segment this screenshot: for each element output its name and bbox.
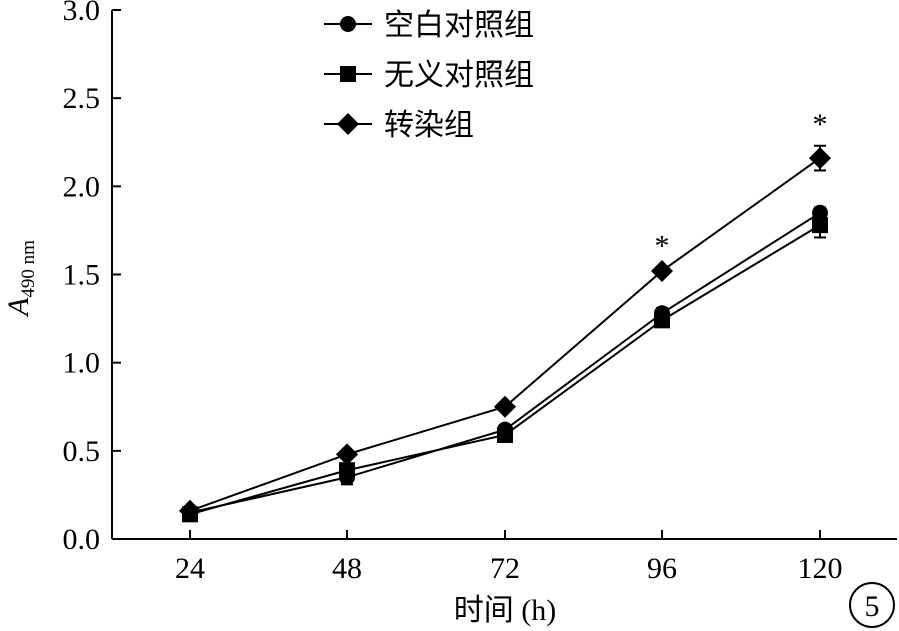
axes: 0.0 0.5 1.0 1.5 2.0 2.5 3.0 24 48 72 96 120 [63,0,897,585]
series-line [189,211,821,514]
x-tick-label: 48 [332,552,362,585]
series-line [189,224,821,516]
legend-label: 空白对照组 [384,9,534,42]
series-layer: ** [179,108,831,523]
legend-item: 空白对照组 [324,9,534,42]
significance-marker: * [655,229,670,262]
y-axis-title-main: A [2,297,35,318]
legend-marker [337,113,359,135]
data-point [494,395,516,418]
series-3 [179,144,831,522]
x-axis-title: 时间 (h) [454,594,556,627]
legend-item: 转染组 [324,109,474,142]
series-1 [182,204,828,521]
data-point [179,499,201,522]
data-point [809,147,831,170]
data-point [654,312,670,329]
y-axis-title-sub: 490 nm [18,240,39,298]
legend-label: 转染组 [384,109,474,142]
x-tick-label: 96 [647,552,677,585]
y-tick-label: 0.0 [63,523,101,556]
panel-label-text: 5 [865,590,880,623]
panel-label-circle [849,582,895,628]
data-point [339,462,355,479]
y-tick-label: 2.0 [63,170,101,203]
legend-marker [340,66,356,82]
series-2 [182,211,828,523]
y-tick-label: 0.5 [63,435,101,468]
data-point [812,217,828,234]
data-point [651,259,673,282]
series-line [189,157,821,512]
legend-label: 无义对照组 [384,59,534,92]
x-tick-label: 72 [490,552,520,585]
x-tick-label: 24 [175,552,205,585]
y-tick-label: 2.5 [63,82,101,115]
y-tick-label: 1.5 [63,259,101,292]
significance-marker: * [813,108,828,141]
legend-marker [340,16,356,32]
legend-item: 无义对照组 [324,59,534,92]
y-tick-label: 3.0 [63,0,101,27]
y-tick-label: 1.0 [63,347,101,380]
y-axis-title: A490 nm [2,240,39,318]
panel-label: 5 [849,582,895,628]
x-tick-label: 120 [798,552,843,585]
data-point [336,443,358,466]
data-point [497,426,513,443]
